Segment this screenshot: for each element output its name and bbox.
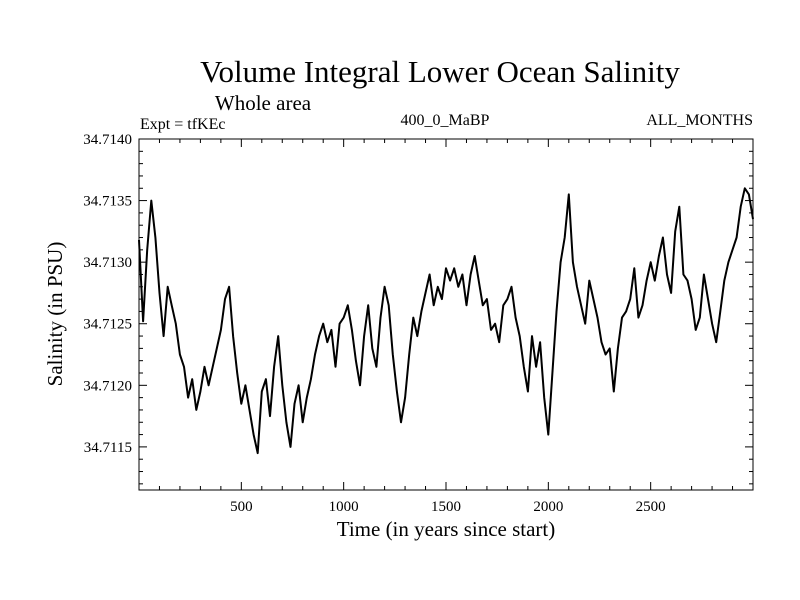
x-tick-label: 1500 [431, 499, 461, 515]
experiment-label: Expt = tfKEc [140, 116, 225, 133]
y-tick-label: 34.7135 [83, 194, 132, 210]
chart-subtitle: Whole area [215, 91, 312, 115]
x-axis: 500 1000 1500 2000 2500 [158, 139, 734, 515]
y-tick-label: 34.7130 [83, 255, 132, 271]
y-axis: 34.7115 34.7120 34.7125 34.7130 34.7135 34.71… [83, 132, 753, 485]
x-tick-label: 1000 [329, 499, 359, 515]
y-tick-label: 34.7120 [83, 378, 132, 394]
y-tick-label: 34.7125 [83, 317, 132, 333]
x-tick-label: 500 [230, 499, 253, 515]
x-tick-label: 2000 [533, 499, 563, 515]
series-line [138, 187, 754, 455]
chart-title: Volume Integral Lower Ocean Salinity [200, 54, 680, 89]
x-tick-label: 2500 [636, 499, 666, 515]
y-tick-label: 34.7115 [84, 440, 132, 456]
y-axis-title: Salinity (in PSU) [43, 242, 67, 387]
x-axis-title: Time (in years since start) [337, 517, 556, 541]
y-tick-label: 34.7140 [83, 132, 132, 148]
period-label: 400_0_MaBP [401, 112, 490, 129]
series-layer [138, 187, 754, 455]
months-label: ALL_MONTHS [646, 112, 753, 129]
